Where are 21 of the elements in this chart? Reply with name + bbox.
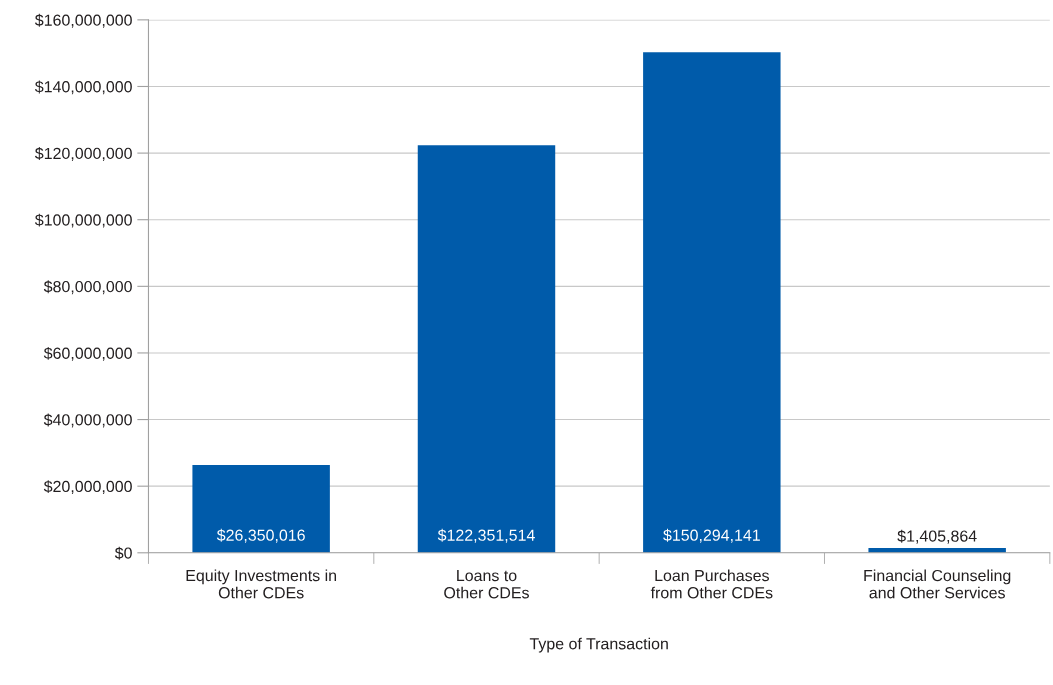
y-tick-label: $40,000,000 bbox=[43, 413, 132, 428]
bar bbox=[643, 52, 781, 553]
y-tick-label: $0 bbox=[114, 546, 132, 560]
x-axis-title: Type of Transaction bbox=[529, 637, 668, 653]
text: $122,351,514 bbox=[437, 528, 535, 543]
y-tick-label: $120,000,000 bbox=[34, 147, 132, 161]
y-tick-label: $80,000,000 bbox=[43, 280, 132, 295]
text: $1,405,864 bbox=[897, 529, 977, 544]
y-tick-label: $100,000,000 bbox=[34, 213, 132, 228]
y-tick-label: $60,000,000 bbox=[43, 346, 132, 361]
x-tick-label: Loan Purchases from Other CDEs bbox=[650, 569, 773, 599]
x-tick-label: Loans to Other CDEs bbox=[444, 570, 529, 599]
bar bbox=[192, 465, 330, 553]
y-tick-label: $20,000,000 bbox=[43, 480, 132, 495]
y-tick-label: $140,000,000 bbox=[34, 80, 132, 95]
text: $26,350,016 bbox=[216, 528, 305, 543]
x-tick-label: Equity Investments in Other CDEs bbox=[186, 569, 337, 599]
bar bbox=[417, 145, 556, 553]
y-tick-label: $160,000,000 bbox=[34, 13, 132, 28]
text: $150,294,141 bbox=[663, 528, 760, 543]
x-tick-label: Financial Counseling and Other Services bbox=[864, 569, 1011, 599]
